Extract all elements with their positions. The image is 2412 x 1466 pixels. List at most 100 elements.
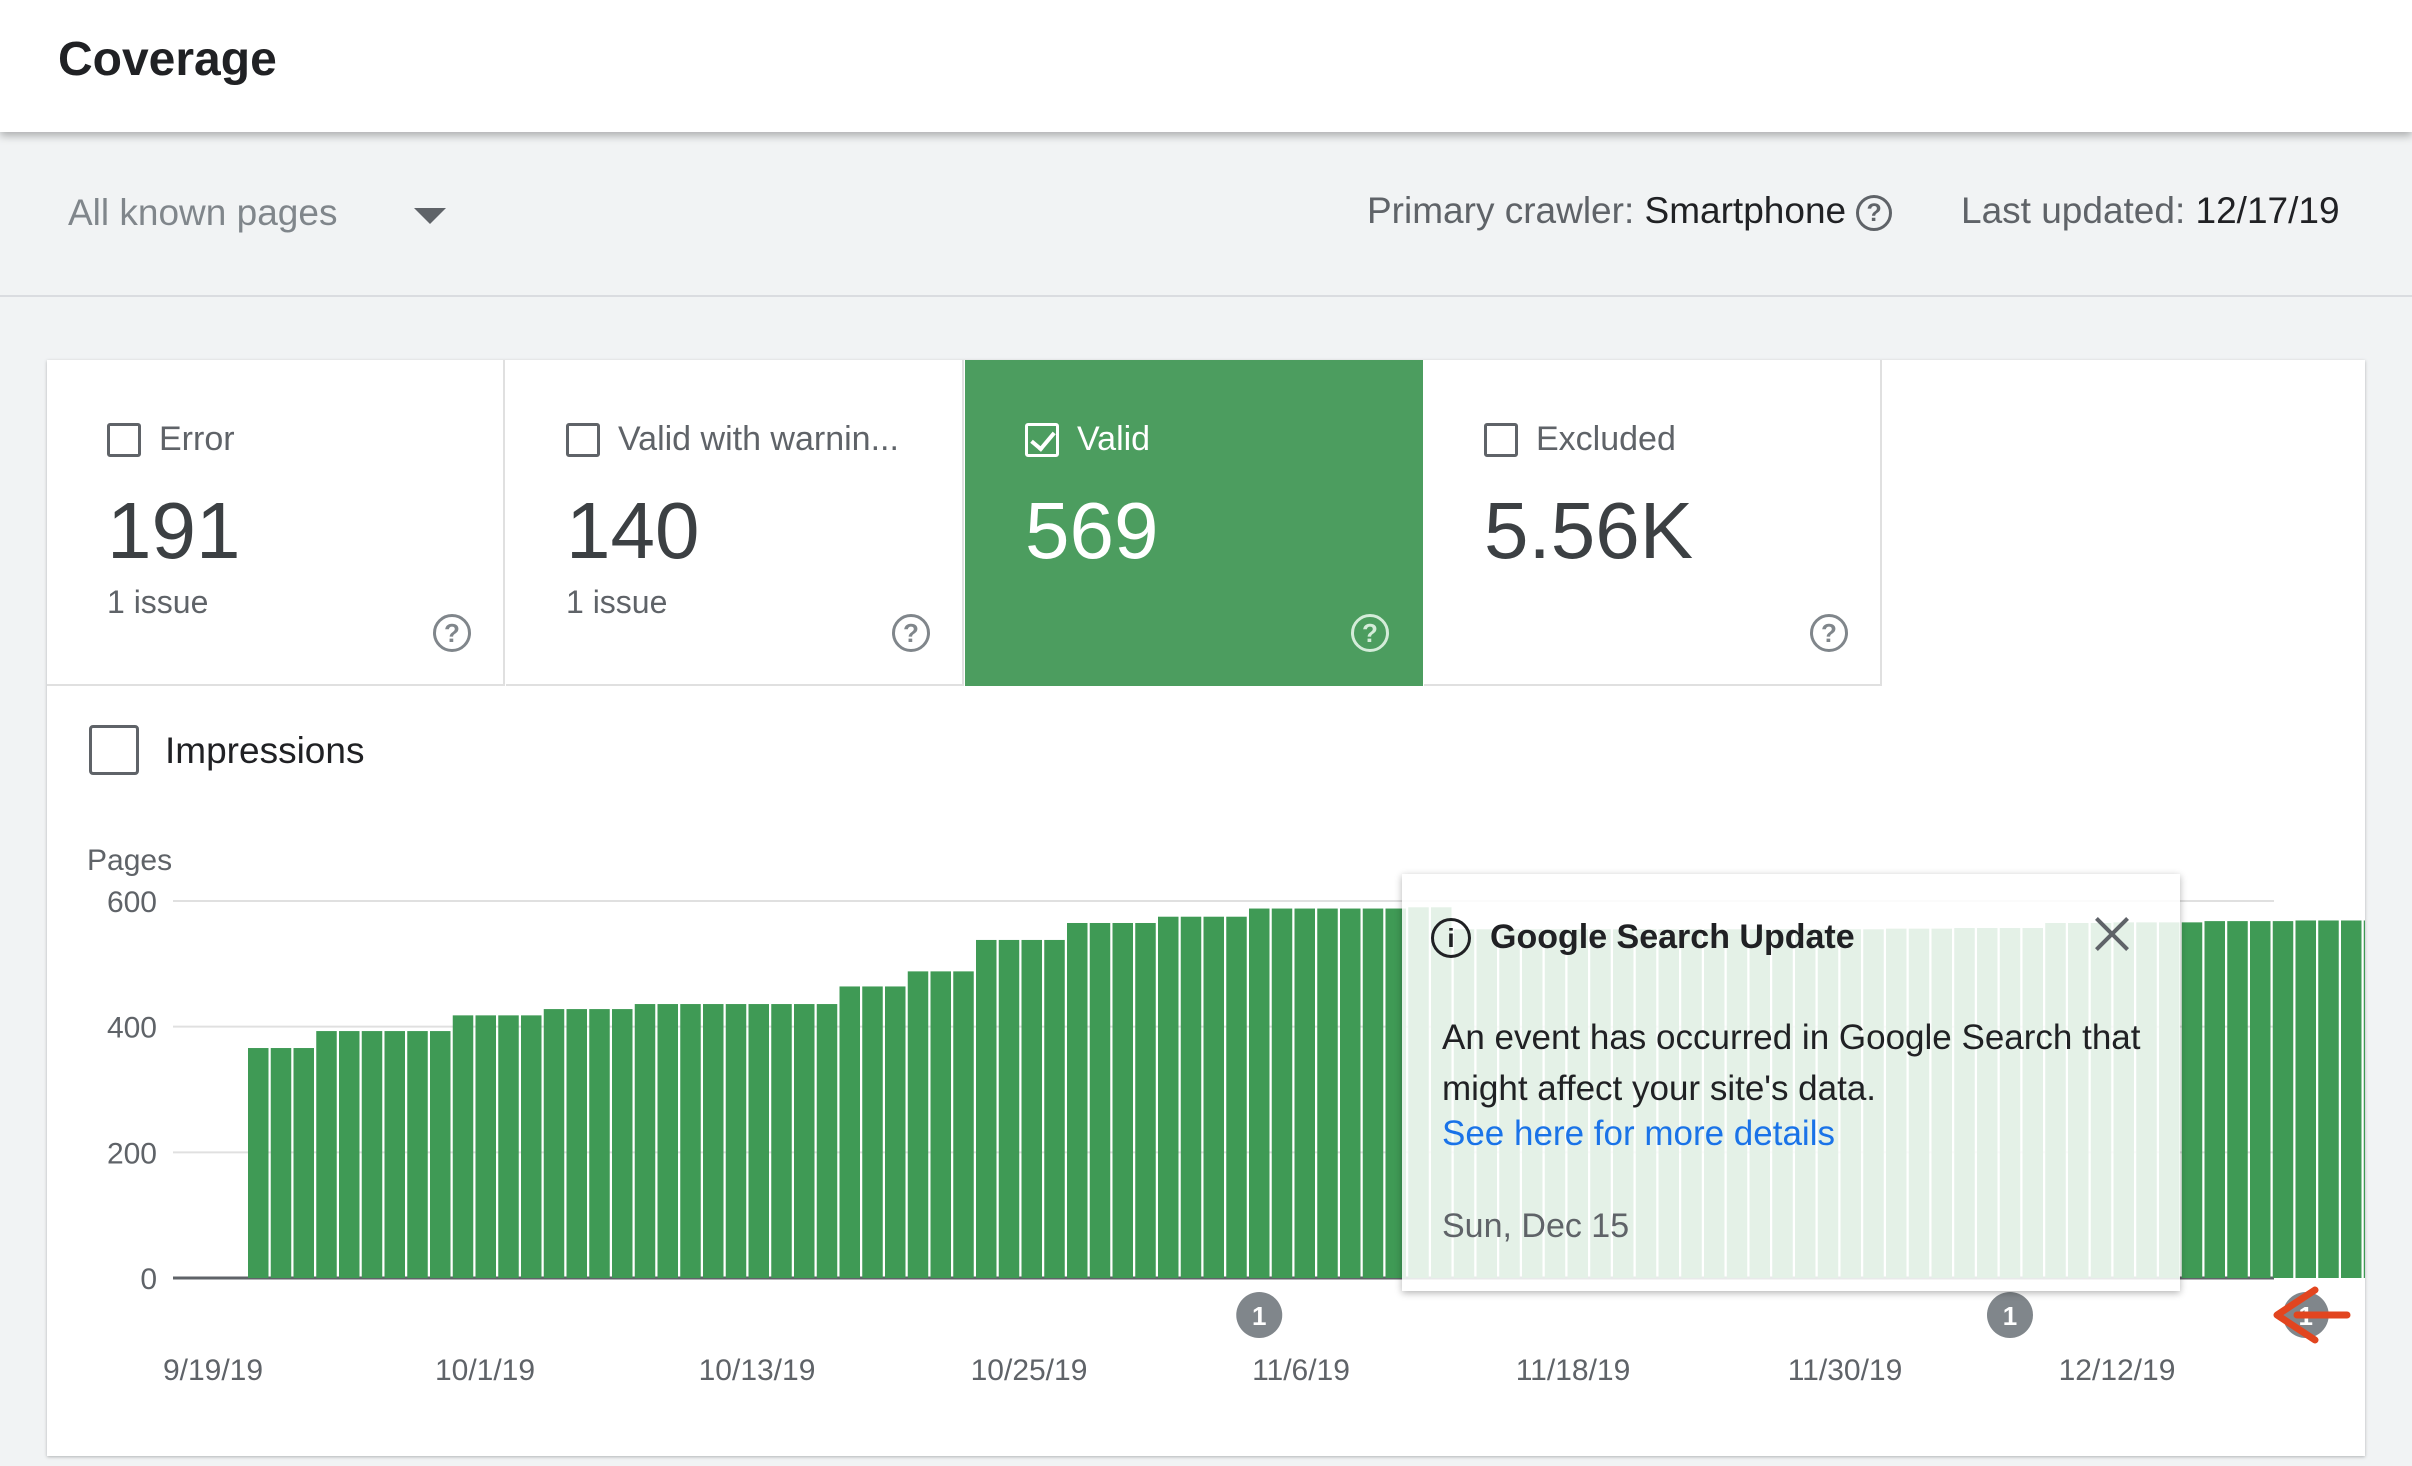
chart-bar <box>634 1004 656 1278</box>
pages-filter-select[interactable]: All known pages <box>68 192 338 233</box>
x-tick-label: 11/18/19 <box>1516 1354 1631 1387</box>
tile-valid[interactable]: Valid 569 ? <box>965 360 1423 686</box>
help-icon[interactable]: ? <box>892 614 930 652</box>
x-tick-label: 10/1/19 <box>435 1354 535 1387</box>
tile-label: Error <box>159 420 235 458</box>
updated-value: 12/17/19 <box>2195 190 2340 231</box>
chart-bar <box>680 1004 701 1278</box>
chart-bar <box>430 1031 451 1278</box>
chart-bar <box>816 1004 838 1278</box>
updated-label: Last updated: <box>1961 190 2186 231</box>
chart-bar <box>748 1004 769 1278</box>
annotation-marker <box>1236 1292 1283 1338</box>
tile-value: 5.56K <box>1484 486 1694 575</box>
chart-bar <box>953 971 974 1278</box>
tile-excluded[interactable]: Excluded 5.56K ? <box>1424 360 1882 686</box>
tile-label: Valid <box>1077 420 1151 458</box>
annotation-marker-label: 1 <box>1252 1301 1266 1331</box>
chart-bar <box>2227 921 2248 1278</box>
x-tick-label: 9/19/19 <box>163 1354 263 1387</box>
chart-bar <box>907 971 929 1278</box>
chart-bar <box>2272 921 2294 1278</box>
chart-bar <box>1226 916 1247 1278</box>
warnings-checkbox[interactable] <box>566 423 600 457</box>
chart-bar <box>1135 922 1156 1278</box>
chart-bar <box>566 1009 587 1278</box>
x-tick-label: 10/25/19 <box>971 1354 1088 1387</box>
chart-bar <box>1271 908 1293 1278</box>
chart-bar <box>407 1031 428 1278</box>
chart-bar <box>771 1004 792 1278</box>
chart-bar <box>1203 916 1224 1278</box>
arrow-head-icon <box>2273 1286 2319 1344</box>
chart-bar <box>725 1004 747 1278</box>
chart-bar <box>2363 920 2365 1278</box>
tile-label: Valid with warnin... <box>618 420 899 458</box>
impressions-checkbox[interactable] <box>89 725 139 775</box>
x-tick-label: 12/12/19 <box>2059 1354 2176 1387</box>
chart-bar <box>1044 939 1065 1278</box>
dropdown-arrow-icon[interactable] <box>414 208 446 224</box>
chart-bar <box>498 1015 519 1278</box>
coverage-card: Error 191 1 issue ? Valid with warnin...… <box>47 360 2365 1456</box>
more-details-link[interactable]: See here for more details <box>1442 1114 1835 1153</box>
chart-bar <box>589 1009 610 1278</box>
chart-bar <box>2250 921 2271 1278</box>
tile-sub: 1 issue <box>107 584 209 620</box>
search-update-tooltip: i Google Search Update An event has occu… <box>1402 874 2180 1291</box>
x-tick-label: 11/6/19 <box>1252 1354 1350 1387</box>
chart-bar <box>475 1015 496 1278</box>
tile-sub: 1 issue <box>566 584 668 620</box>
page-title: Coverage <box>58 33 277 86</box>
tile-label: Excluded <box>1536 420 1676 458</box>
help-icon[interactable]: ? <box>433 614 471 652</box>
chart-bar <box>1340 908 1361 1278</box>
chart-bar <box>930 971 951 1278</box>
y-tick-label: 0 <box>140 1263 157 1296</box>
chart-bar <box>339 1031 360 1278</box>
chart-bar <box>2181 922 2203 1278</box>
primary-crawler: Primary crawler: Smartphone? <box>1367 190 1893 232</box>
help-icon[interactable]: ? <box>1856 195 1893 232</box>
y-axis-label: Pages <box>87 844 172 877</box>
chart-bar <box>270 1048 292 1278</box>
tile-value: 140 <box>566 486 700 575</box>
tile-valid-with-warnings[interactable]: Valid with warnin... 140 1 issue ? <box>506 360 964 686</box>
x-tick-label: 11/30/19 <box>1788 1354 1903 1387</box>
chart-bar <box>1294 908 1315 1278</box>
tile-error[interactable]: Error 191 1 issue ? <box>47 360 505 686</box>
chart-bar <box>452 1015 474 1278</box>
x-tick-label: 10/13/19 <box>699 1354 816 1387</box>
chart-bar <box>885 986 906 1278</box>
tile-value: 191 <box>107 486 241 575</box>
chart-bar <box>384 1031 405 1278</box>
valid-checkbox[interactable] <box>1025 423 1059 457</box>
chart-bar <box>2341 920 2362 1278</box>
chart-bar <box>1180 916 1202 1278</box>
help-icon[interactable]: ? <box>1810 614 1848 652</box>
close-icon[interactable] <box>2090 912 2134 956</box>
excluded-checkbox[interactable] <box>1484 423 1518 457</box>
tooltip-date: Sun, Dec 15 <box>1442 1207 1630 1245</box>
info-icon: i <box>1431 918 1471 958</box>
chart-bar <box>361 1031 383 1278</box>
chart-bar <box>293 1048 314 1278</box>
chart-bar <box>1385 908 1406 1278</box>
chart-bar <box>1112 922 1133 1278</box>
crawler-label: Primary crawler: <box>1367 190 1635 231</box>
chart-bar <box>862 986 883 1278</box>
chart-bar <box>1067 922 1088 1278</box>
chart-bar <box>1158 916 1179 1278</box>
help-icon[interactable]: ? <box>1351 614 1389 652</box>
crawler-value: Smartphone <box>1644 190 1847 231</box>
chart-bar <box>2295 920 2316 1278</box>
chart-bar <box>612 1009 633 1278</box>
annotation-marker-label: 1 <box>2003 1301 2017 1331</box>
chart-bar <box>543 1009 565 1278</box>
chart-bar <box>1089 922 1111 1278</box>
tile-value: 569 <box>1025 486 1159 575</box>
y-tick-label: 400 <box>107 1012 157 1045</box>
chart-bar <box>839 986 860 1278</box>
error-checkbox[interactable] <box>107 423 141 457</box>
chart-bar <box>1362 908 1384 1278</box>
